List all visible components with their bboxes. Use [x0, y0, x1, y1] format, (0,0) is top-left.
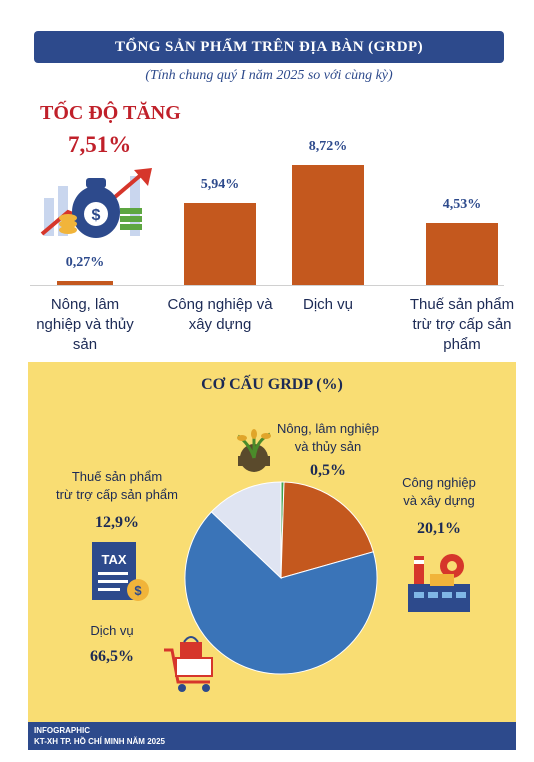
bar-1 — [57, 281, 113, 285]
bar-baseline — [30, 285, 504, 286]
bar-value-label: 0,27% — [65, 255, 105, 270]
bar-category-label: Nông, lâm nghiệp và thủy sản — [20, 295, 150, 355]
svg-text:$: $ — [134, 583, 142, 598]
pie-slice-value: 0,5% — [310, 462, 346, 479]
bar-category-line: Nông, lâm — [50, 296, 120, 313]
pie-slice-value: 66,5% — [90, 648, 134, 665]
bar-category-label: Dịch vụ — [263, 295, 393, 315]
bar-category-line: phẩm — [443, 336, 481, 353]
pie-slice-industry — [280, 481, 374, 579]
money-growth-illustration: $ — [40, 168, 152, 238]
footer-line-2: KT-XH TP. HỒ CHÍ MINH NĂM 2025 — [34, 737, 165, 746]
bar-category-line: Dịch vụ — [302, 296, 354, 313]
pie-slice-label: Dịch vụ — [72, 622, 152, 640]
bar-category-line: nghiệp và thủy — [36, 316, 134, 333]
pie-slice-services — [184, 511, 378, 675]
bar-category-label: Thuế sản phẩm trừ trợ cấp sản phẩm — [397, 295, 527, 355]
pie-slice-label-line: Nông, lâm nghiệp — [277, 421, 379, 436]
bar-3 — [292, 165, 364, 285]
pie-slice-label: Nông, lâm nghiệp và thủy sản — [263, 420, 393, 456]
pie-slice-tax — [210, 481, 282, 580]
growth-heading: TỐC ĐỘ TĂNG — [40, 102, 181, 124]
bar-category-line: sản — [72, 336, 98, 353]
bar-category-label: Công nghiệp và xây dựng — [155, 295, 285, 335]
pie-slices — [184, 481, 378, 675]
bar-category-line: trừ trợ cấp sản — [412, 316, 512, 333]
bar-category-line: xây dựng — [188, 316, 252, 333]
bar-value-label: 4,53% — [442, 196, 482, 212]
pie-slice-label: Công nghiệp và xây dựng — [384, 474, 494, 510]
plant-gear-icon — [237, 429, 271, 472]
bar-value-label: 8,72% — [308, 139, 348, 154]
pie-slice-label-line: và thủy sản — [294, 439, 362, 454]
svg-text:$: $ — [92, 207, 101, 224]
pie-slice-label-line: và xây dựng — [403, 493, 475, 508]
pie-slice-value: 20,1% — [417, 520, 461, 537]
page-subtitle: (Tính chung quý I năm 2025 so với cùng k… — [145, 68, 393, 83]
factory-icon — [408, 554, 470, 612]
bar-category-line: Công nghiệp và — [167, 296, 273, 313]
page-title-text: TỔNG SẢN PHẨM TRÊN ĐỊA BÀN (GRDP) — [115, 38, 423, 55]
pie-title: CƠ CẤU GRDP (%) — [201, 376, 343, 393]
page-title: TỔNG SẢN PHẨM TRÊN ĐỊA BÀN (GRDP) — [34, 31, 504, 63]
footer-line-1: INFOGRAPHIC — [34, 726, 90, 735]
footer: INFOGRAPHIC KT-XH TP. HỒ CHÍ MINH NĂM 20… — [28, 722, 516, 750]
growth-total-value: 7,51% — [68, 132, 132, 157]
bar-4 — [426, 222, 498, 285]
svg-text:TAX: TAX — [101, 552, 126, 567]
bar-category-line: Thuế sản phẩm — [409, 296, 515, 313]
bar-2 — [184, 203, 256, 285]
pie-slice-value: 12,9% — [95, 514, 139, 531]
pie-slice-label: Thuế sản phẩm trừ trợ cấp sản phẩm — [42, 468, 192, 504]
pie-slice-label-line: Công nghiệp — [402, 475, 476, 490]
shopping-cart-icon — [164, 636, 213, 692]
tax-document-icon: TAX $ — [92, 542, 149, 601]
pie-slice-label-line: trừ trợ cấp sản phẩm — [56, 487, 178, 502]
money-bag-icon: $ — [59, 178, 142, 238]
bar-value-label: 5,94% — [200, 177, 240, 193]
pie-slice-label-line: Dịch vụ — [90, 623, 134, 638]
pie-slice-label-line: Thuế sản phẩm — [71, 469, 163, 484]
